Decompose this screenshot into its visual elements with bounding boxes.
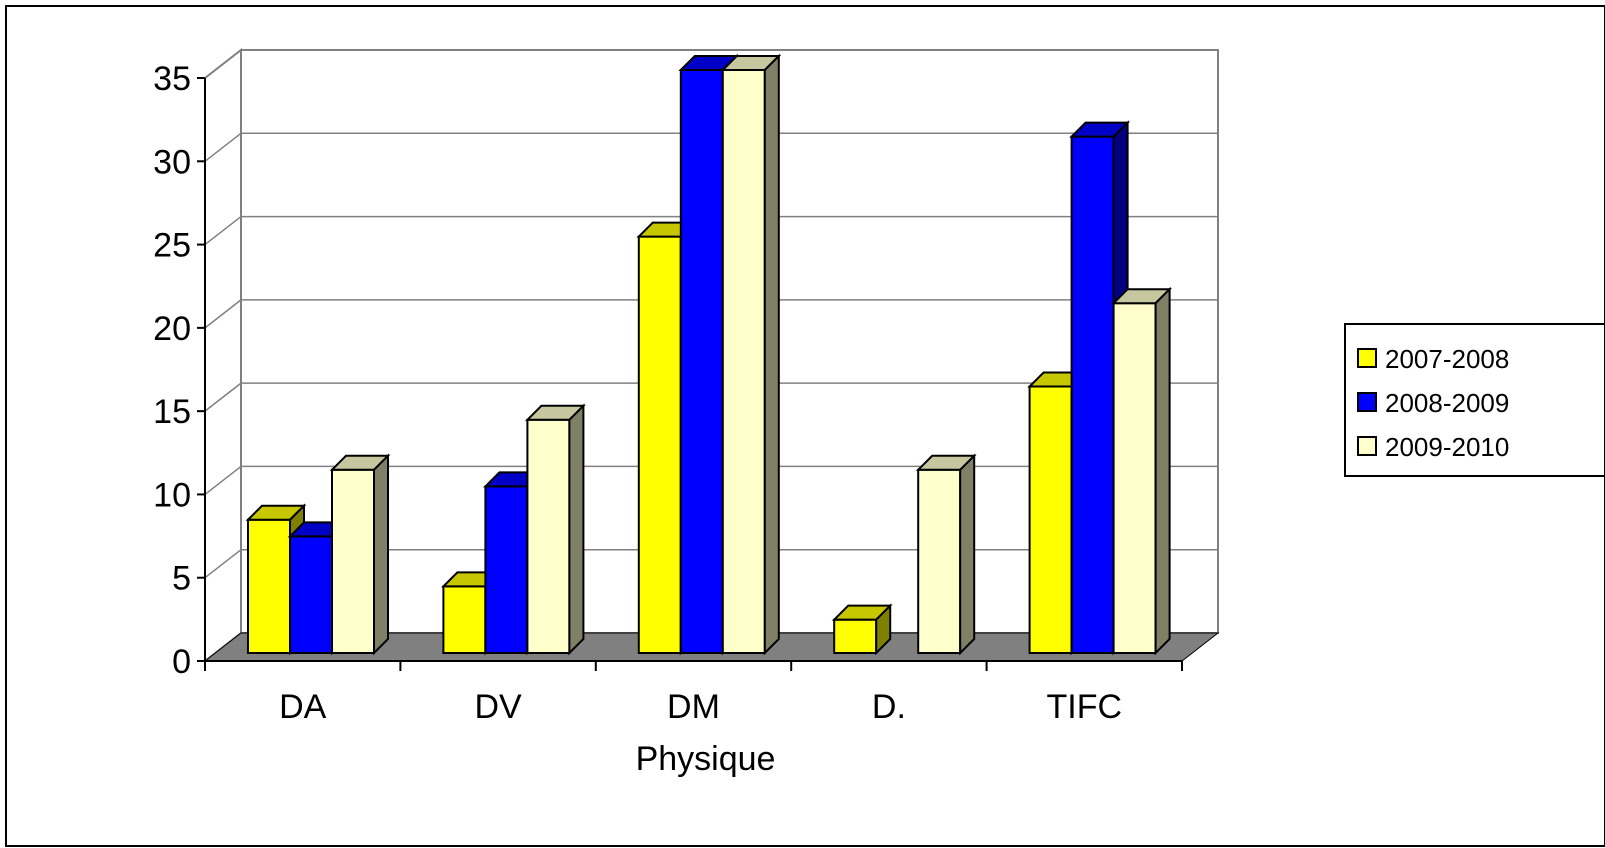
gridline-side-2 bbox=[204, 465, 242, 496]
legend-label-2: 2009-2010 bbox=[1385, 432, 1509, 462]
y-tick-label-7: 35 bbox=[153, 60, 191, 98]
gridline-side-3 bbox=[204, 382, 242, 412]
bar-DM-2009-2010 bbox=[720, 53, 782, 656]
bar-side bbox=[875, 603, 892, 656]
bar-front bbox=[247, 518, 291, 654]
gridline-side-6 bbox=[204, 132, 242, 162]
bar-front bbox=[442, 585, 487, 654]
bar-side bbox=[568, 403, 585, 656]
gridline-side-1 bbox=[204, 549, 242, 579]
bar-front bbox=[833, 618, 878, 655]
bar-DA-2009-2010 bbox=[329, 453, 391, 656]
gridline-side-7 bbox=[204, 49, 242, 79]
bar-side bbox=[1154, 286, 1171, 656]
legend-swatch-1 bbox=[1357, 392, 1377, 412]
y-tick-label-1: 5 bbox=[172, 560, 191, 598]
bar-side bbox=[959, 453, 976, 656]
x-axis-title: Physique bbox=[636, 740, 776, 778]
bar-DV-2009-2010 bbox=[524, 403, 586, 656]
bar-D.-2009-2010 bbox=[915, 453, 977, 656]
bar-front bbox=[1028, 385, 1073, 654]
bar-side bbox=[373, 453, 389, 656]
bar-front bbox=[637, 235, 682, 654]
legend-label-0: 2007-2008 bbox=[1385, 344, 1509, 374]
bar-front bbox=[1112, 302, 1157, 654]
legend-swatch-2 bbox=[1357, 436, 1377, 456]
bar-front bbox=[289, 535, 333, 655]
bar-front bbox=[331, 468, 375, 654]
y-tick-label-5: 25 bbox=[153, 227, 191, 265]
x-tick-label-4: TIFC bbox=[1047, 688, 1123, 726]
gridline-side-4 bbox=[204, 299, 242, 329]
y-tick-label-4: 20 bbox=[153, 310, 191, 348]
y-tick-label-3: 15 bbox=[153, 393, 191, 431]
y-tick-label-6: 30 bbox=[153, 143, 191, 181]
bar-front bbox=[721, 69, 766, 654]
bar-front bbox=[917, 468, 962, 654]
bar-TIFC-2009-2010 bbox=[1111, 286, 1173, 656]
legend-box bbox=[1344, 323, 1605, 477]
x-tick-label-2: DM bbox=[667, 688, 720, 726]
legend: 2007-2008 2008-2009 2009-2010 bbox=[1344, 323, 1605, 477]
x-tick-label-1: DV bbox=[474, 688, 522, 726]
legend-label-1: 2008-2009 bbox=[1385, 388, 1509, 418]
y-tick-label-0: 0 bbox=[172, 643, 191, 681]
gridline-side-5 bbox=[204, 215, 242, 246]
bar-front bbox=[679, 69, 724, 654]
y-axis: 0 5 10 15 20 25 30 35 bbox=[153, 60, 206, 681]
legend-swatch-0 bbox=[1357, 348, 1377, 368]
y-tick-label-2: 10 bbox=[153, 476, 191, 514]
x-axis: DA DV DM D. TIFC bbox=[204, 660, 1183, 726]
bars bbox=[245, 53, 1173, 656]
x-tick-label-0: DA bbox=[279, 688, 327, 726]
bar-side bbox=[763, 53, 780, 656]
bar-front bbox=[1070, 135, 1115, 654]
bar-front bbox=[484, 485, 529, 654]
bar-front bbox=[526, 418, 571, 654]
side-wall bbox=[204, 47, 242, 664]
x-tick-label-3: D. bbox=[872, 688, 906, 726]
bar-D.-2007-2008 bbox=[831, 603, 893, 656]
